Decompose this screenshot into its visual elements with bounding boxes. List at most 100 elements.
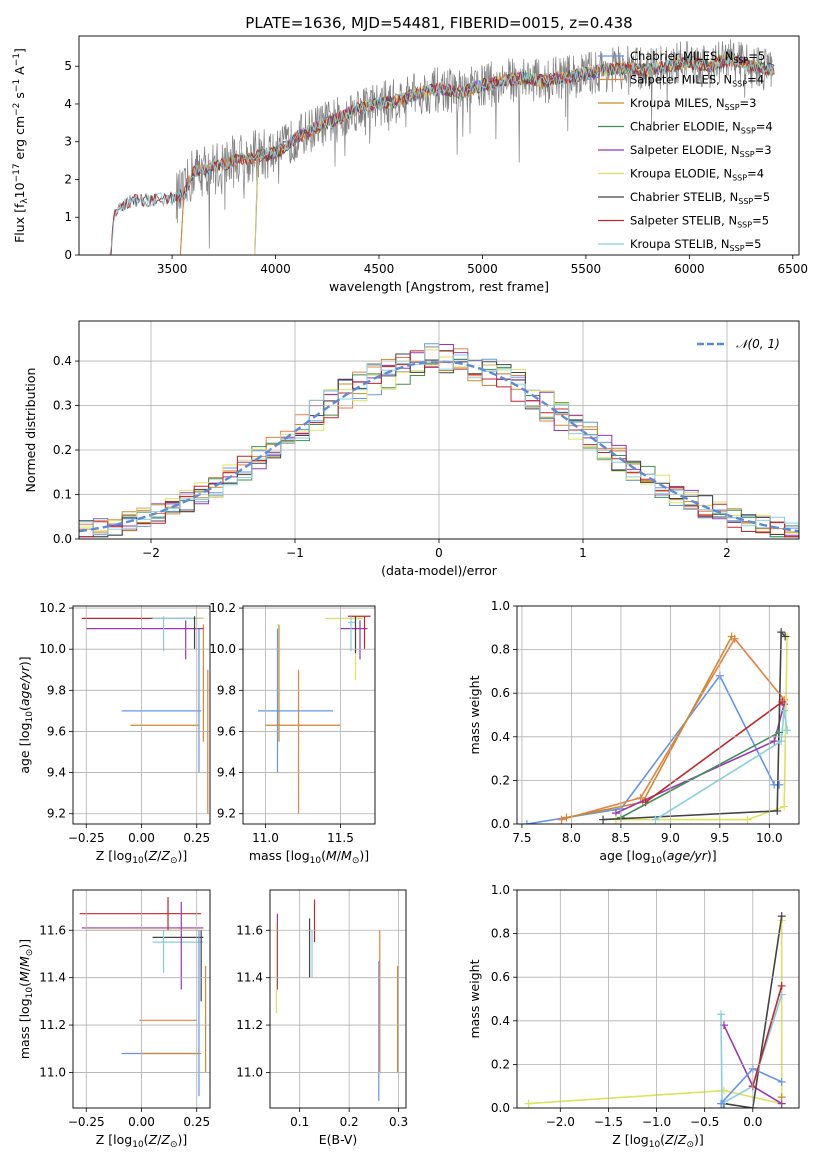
y-tick-label: 10.0 — [39, 642, 66, 656]
y-tick-label: 0.1 — [53, 488, 72, 502]
weight-marker — [777, 628, 786, 637]
axes-frame — [72, 889, 211, 1109]
y-axis-label: mass weight — [467, 959, 482, 1038]
x-tick-label: 2 — [723, 546, 731, 560]
y-tick-label: 0 — [64, 248, 72, 262]
weight-marker — [599, 815, 608, 824]
weight-marker — [777, 1077, 786, 1086]
weight-line — [752, 985, 783, 1087]
weight-marker — [636, 793, 645, 802]
spectrum-model-line — [109, 53, 775, 255]
x-tick-label: 0.00 — [128, 831, 155, 845]
x-tick-label: −0.25 — [68, 1115, 105, 1129]
x-tick-label: −1 — [286, 546, 304, 560]
axes-frame — [516, 889, 800, 1109]
weight-marker — [522, 820, 531, 824]
x-tick-label: 11.0 — [252, 831, 279, 845]
y-axis-label: mass weight — [467, 675, 482, 754]
weight-line — [720, 994, 783, 1105]
legend-label: Kroupa ELODIE, NSSP=4 — [630, 167, 764, 183]
y-tick-label: 9.8 — [217, 683, 236, 697]
weight-marker — [651, 815, 660, 824]
y-tick-label: 0.6 — [491, 970, 510, 984]
weight_vs_Z-plot-area — [524, 912, 786, 1108]
weight_vs_age-plot-area — [522, 628, 792, 824]
age_vs_mass-plot-area — [258, 615, 371, 814]
x-tick-label: 3500 — [157, 262, 188, 276]
weight-marker — [777, 737, 786, 746]
x-tick-label: 0.2 — [340, 1115, 359, 1129]
weight-marker — [727, 632, 736, 641]
x-tick-label: 10.0 — [756, 831, 783, 845]
legend-label: Salpeter MILES, NSSP=4 — [630, 73, 764, 89]
x-tick-label: 4500 — [364, 262, 395, 276]
axes-frame — [269, 889, 407, 1109]
y-tick-label: 0.2 — [491, 1057, 510, 1071]
x-tick-label: 4000 — [260, 262, 291, 276]
y-tick-label: 10.2 — [209, 601, 236, 615]
x-axis-label: mass [log10(M/M⊙)] — [249, 848, 369, 866]
y-tick-label: 9.2 — [217, 807, 236, 821]
weight-marker — [717, 1010, 726, 1019]
x-axis-label: Z [log10(Z/Z⊙)] — [96, 848, 188, 866]
x-tick-label: 0.00 — [128, 1115, 155, 1129]
y-tick-label: 9.8 — [47, 683, 66, 697]
y-axis-label: Normed distribution — [23, 368, 38, 493]
weight-marker — [775, 780, 784, 789]
weight-marker — [775, 728, 784, 737]
y-tick-label: 9.4 — [47, 766, 66, 780]
y-tick-label: 11.6 — [39, 923, 66, 937]
y-tick-label: 11.6 — [236, 923, 263, 937]
x-tick-label: 6500 — [778, 262, 809, 276]
y-tick-label: 11.0 — [39, 1065, 66, 1079]
y-tick-label: 11.2 — [236, 1018, 263, 1032]
axes-frame — [78, 35, 800, 256]
weight-marker — [777, 1093, 786, 1102]
spectrum-legend: Chabrier MILES, NSSP=5 Salpeter MILES, NS… — [598, 49, 773, 253]
y-tick-label: 0.2 — [491, 773, 510, 787]
y-tick-label: 0.8 — [491, 643, 510, 657]
x-tick-label: 0.0 — [743, 1115, 762, 1129]
legend-label: Chabrier MILES, NSSP=5 — [630, 49, 765, 65]
weight-marker — [557, 815, 566, 824]
x-tick-label: 0.3 — [389, 1115, 408, 1129]
y-tick-label: 1 — [64, 210, 72, 224]
weight-marker — [777, 912, 786, 921]
spectrum-plot-area — [109, 39, 775, 255]
legend-label: 𝒩(0, 1) — [736, 337, 780, 351]
y-tick-label: 1.0 — [491, 883, 510, 897]
x-tick-label: 6000 — [674, 262, 705, 276]
y-tick-label: 11.2 — [39, 1018, 66, 1032]
weight-marker — [783, 726, 792, 735]
weight-marker — [770, 737, 779, 746]
mass_vs_ebv-plot-area — [275, 899, 399, 1101]
weight-marker — [562, 813, 571, 822]
x-tick-label: 7.5 — [512, 831, 531, 845]
x-axis-label: Z [log10(Z/Z⊙)] — [96, 1132, 188, 1150]
weight-marker — [777, 981, 786, 990]
y-tick-label: 0.0 — [53, 532, 72, 546]
weight-line — [561, 637, 785, 821]
weight-line — [723, 916, 783, 1108]
y-tick-label: 1.0 — [491, 599, 510, 613]
mass_vs_Z-plot-area — [79, 897, 207, 1097]
x-axis-label: wavelength [Angstrom, rest frame] — [329, 279, 549, 294]
weight-line — [566, 636, 733, 819]
x-axis-label: E(B-V) — [319, 1132, 358, 1147]
y-tick-label: 0.0 — [491, 1101, 510, 1115]
y-axis-label: age [log10(age/yr)] — [17, 656, 35, 773]
y-tick-label: 4 — [64, 97, 72, 111]
y-tick-label: 0.4 — [491, 730, 510, 744]
x-tick-label: −0.5 — [690, 1115, 719, 1129]
y-tick-label: 9.6 — [47, 724, 66, 738]
x-tick-label: 0.1 — [290, 1115, 309, 1129]
panel-mass_vs_ebv: 0.1 0.2 0.3 11.0 11.2 11.4 11.6 E(B-V) — [236, 889, 408, 1147]
x-axis-label: (data-model)/error — [381, 563, 498, 578]
figure-title: PLATE=1636, MJD=54481, FIBERID=0015, z=0… — [245, 14, 632, 32]
y-tick-label: 2 — [64, 172, 72, 186]
y-tick-label: 0.6 — [491, 686, 510, 700]
x-axis-label: Z [log10(Z/Z⊙)] — [612, 1132, 704, 1150]
y-tick-label: 9.2 — [47, 807, 66, 821]
legend-label: Kroupa MILES, NSSP=3 — [630, 96, 756, 112]
